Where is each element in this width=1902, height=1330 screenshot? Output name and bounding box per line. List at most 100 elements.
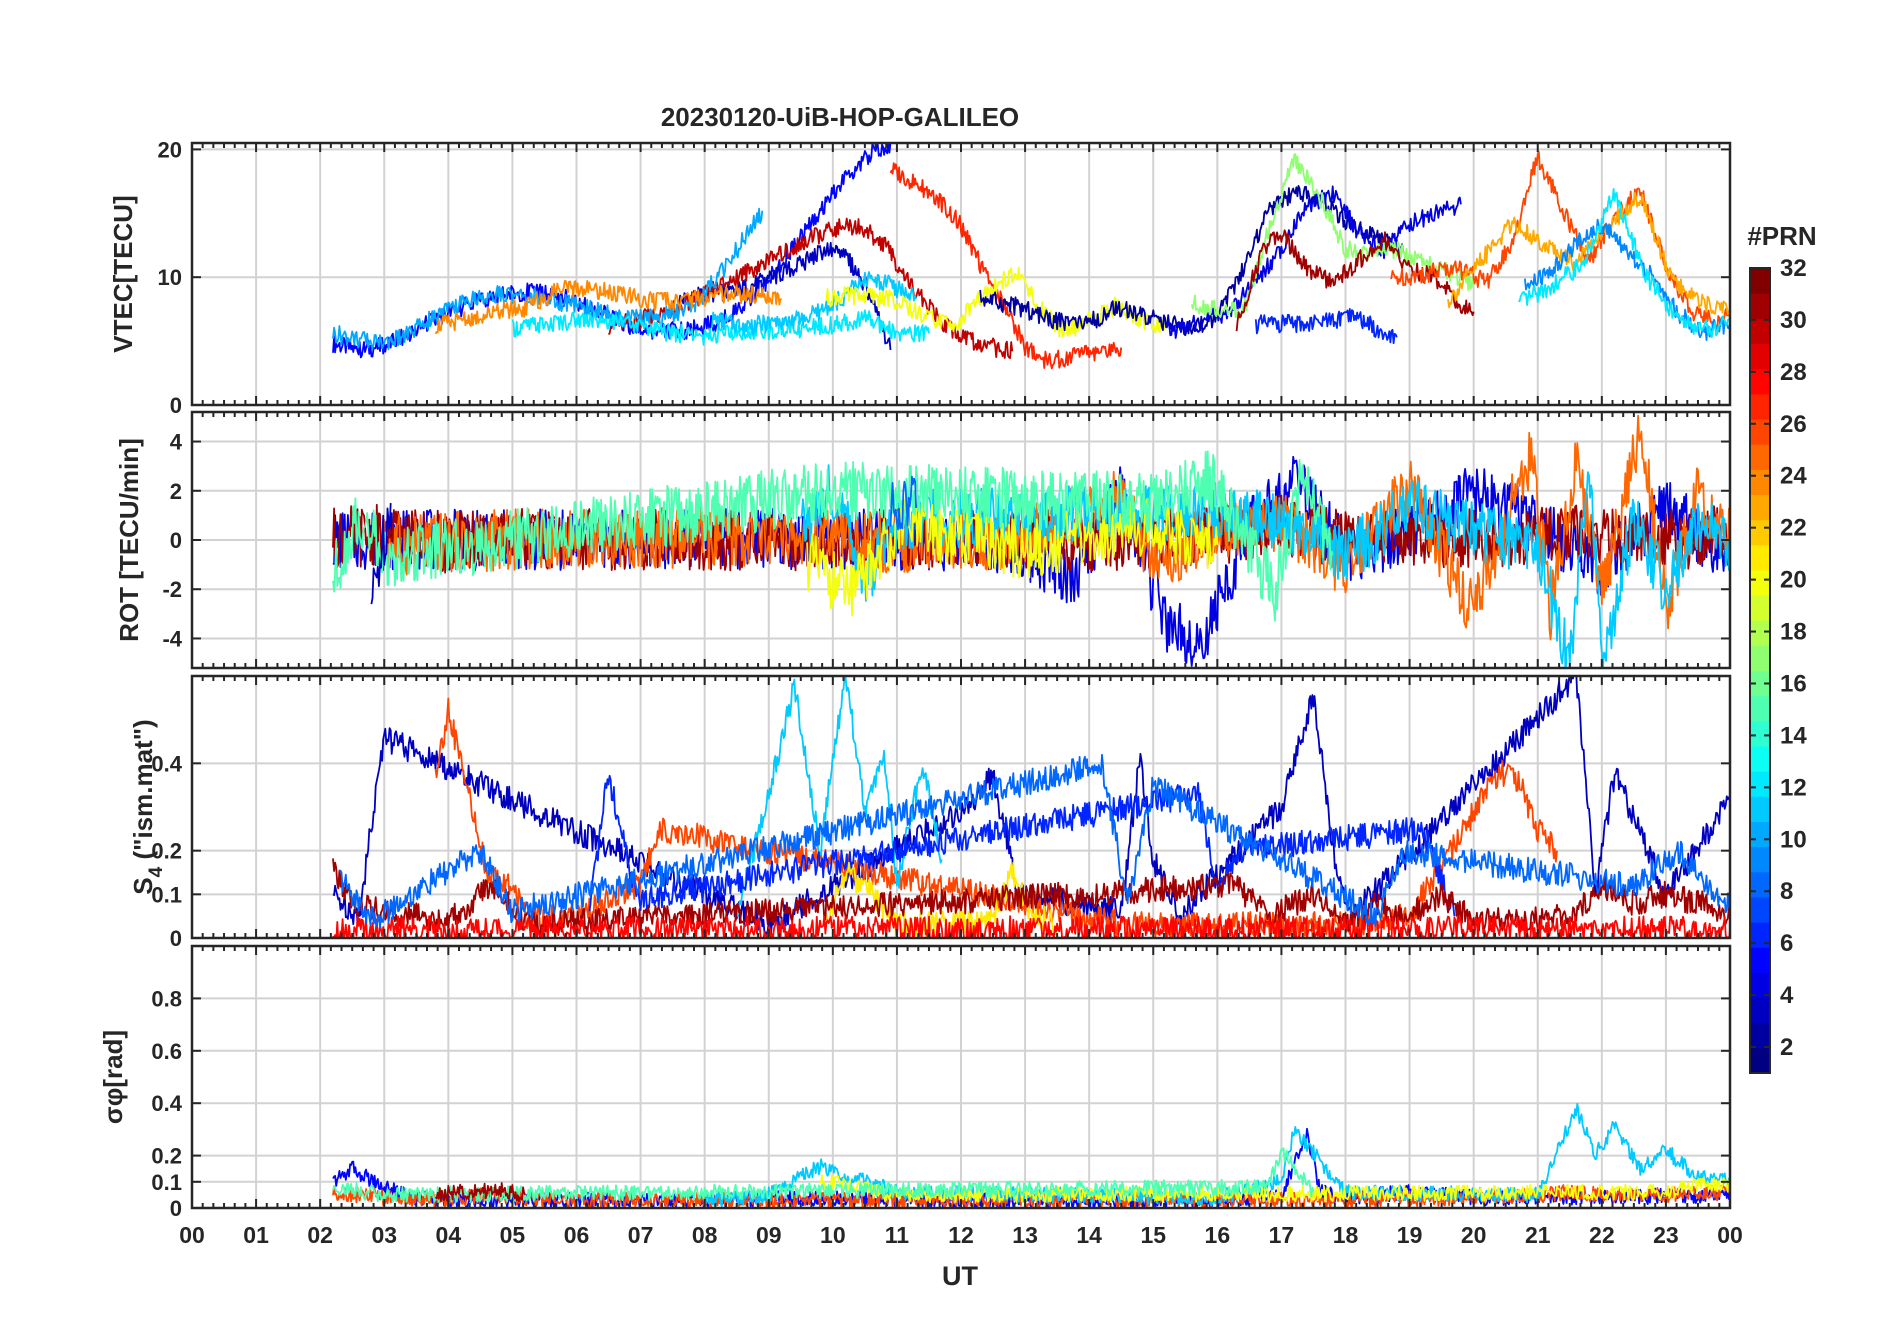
- y-tick-label: 2: [170, 479, 182, 504]
- x-tick-label: 01: [243, 1222, 269, 1248]
- colorbar-swatch: [1750, 972, 1770, 999]
- x-tick-label: 05: [500, 1222, 526, 1248]
- x-tick-label: 18: [1333, 1222, 1359, 1248]
- x-tick-label: 15: [1140, 1222, 1166, 1248]
- colorbar-swatch: [1750, 922, 1770, 948]
- y-tick-label: 0: [170, 393, 182, 418]
- colorbar-tick-label: 16: [1780, 670, 1807, 697]
- y-tick-label: 4: [170, 430, 183, 455]
- colorbar-swatch: [1750, 771, 1770, 797]
- colorbar-swatch: [1750, 368, 1770, 395]
- colorbar-swatch: [1750, 343, 1770, 370]
- colorbar-swatch: [1750, 418, 1770, 445]
- x-tick-label: 00: [179, 1222, 205, 1248]
- colorbar-tick-label: 26: [1780, 411, 1807, 438]
- series-line-prn-8: [889, 475, 917, 531]
- grid: [192, 946, 1730, 1208]
- colorbar-swatch: [1750, 393, 1770, 420]
- series-line-prn-31: [1235, 229, 1475, 332]
- colorbar-swatch: [1750, 846, 1770, 873]
- x-tick-label: 19: [1397, 1222, 1423, 1248]
- x-tick-label: 09: [756, 1222, 782, 1248]
- series-line-prn-31: [332, 858, 1730, 936]
- y-tick-label: -4: [162, 626, 182, 651]
- colorbar-swatch: [1750, 645, 1770, 672]
- series-line-prn-20: [806, 498, 1219, 617]
- series-line-prn-11: [735, 676, 943, 917]
- colorbar-swatch: [1750, 544, 1770, 571]
- series-line-prn-3: [332, 676, 1730, 938]
- colorbar-swatch: [1750, 469, 1770, 496]
- colorbar-swatch: [1750, 821, 1770, 848]
- colorbar-tick-label: 28: [1780, 359, 1807, 386]
- colorbar-swatch: [1750, 444, 1770, 470]
- series-line-prn-28: [332, 915, 1730, 938]
- y-tick-label: 0.1: [151, 1170, 182, 1195]
- y-axis-label: VTEC[TECU]: [108, 195, 138, 352]
- series-line-prn-6: [1254, 307, 1398, 345]
- panel-rot: -4 -2 0 2 4 ROT [TECU/min]: [114, 410, 1732, 670]
- series-line-prn-3: [370, 503, 392, 605]
- colorbar-tick-label: 30: [1780, 307, 1807, 334]
- y-axis-label: σφ[rad]: [98, 1030, 128, 1124]
- colorbar-tick-label: 32: [1780, 255, 1807, 282]
- colorbar-swatch: [1750, 720, 1770, 747]
- x-tick-label: 03: [371, 1222, 397, 1248]
- series-line-prn-23: [1447, 191, 1730, 316]
- y-axis-label-main: S: [128, 877, 158, 894]
- series-group: [332, 414, 1730, 668]
- y-tick-label: 10: [158, 265, 182, 290]
- ticks: [191, 143, 1731, 406]
- ticks: [191, 676, 1731, 939]
- series-group: [332, 143, 1730, 370]
- x-tick-label: 22: [1589, 1222, 1615, 1248]
- series-line-prn-12: [511, 309, 930, 346]
- colorbar-tick-label: 10: [1780, 826, 1807, 853]
- x-axis-label: UT: [942, 1261, 978, 1291]
- colorbar-swatch: [1750, 268, 1770, 294]
- x-tick-label: 07: [628, 1222, 654, 1248]
- x-tick-label: 00: [1717, 1222, 1743, 1248]
- y-axis-label-rest: ("ism.mat"): [128, 719, 158, 866]
- colorbar-swatch: [1750, 947, 1770, 973]
- colorbar-swatch: [1750, 997, 1770, 1024]
- series-line-prn-11: [710, 271, 917, 336]
- x-tick-label: 08: [692, 1222, 718, 1248]
- y-axis-label-sub: 4: [146, 866, 167, 877]
- x-tick-label: 17: [1269, 1222, 1295, 1248]
- y-tick-label: 20: [158, 137, 182, 162]
- colorbar-swatch: [1750, 670, 1770, 697]
- panel-vtec: 0 10 20 VTEC[TECU]: [108, 137, 1732, 418]
- x-tick-label: 02: [307, 1222, 333, 1248]
- x-tick-label: 23: [1653, 1222, 1679, 1248]
- panel-s4: 00.10.20.4S4 ("ism.mat"): [128, 674, 1732, 951]
- colorbar-swatch: [1750, 293, 1770, 319]
- colorbar-tick-label: 2: [1780, 1034, 1793, 1061]
- series-line-prn-6: [588, 774, 1456, 917]
- y-axis-label: ROT [TECU/min]: [114, 438, 144, 642]
- colorbar-swatch: [1750, 745, 1770, 772]
- y-tick-label: 0.4: [151, 1091, 182, 1116]
- colorbar-swatch: [1750, 620, 1770, 646]
- colorbar-swatch: [1750, 1047, 1770, 1074]
- colorbar-swatch: [1750, 595, 1770, 621]
- y-tick-label: 0.1: [151, 882, 182, 907]
- x-tick-label: 04: [436, 1222, 462, 1248]
- y-tick-label: 0.4: [151, 751, 182, 776]
- colorbar-tick-label: 6: [1780, 930, 1793, 957]
- colorbar-tick-label: 14: [1780, 722, 1807, 749]
- x-tick-label: 10: [820, 1222, 846, 1248]
- colorbar-swatch: [1750, 695, 1770, 722]
- figure-title: 20230120-UiB-HOP-GALILEO: [661, 102, 1019, 132]
- series-line-prn-27: [889, 162, 1123, 370]
- series-line-prn-15: [332, 450, 1334, 622]
- x-tick-label: 12: [948, 1222, 974, 1248]
- colorbar-swatch: [1750, 896, 1770, 923]
- x-tick-label: 13: [1012, 1222, 1038, 1248]
- colorbar-swatch: [1750, 494, 1770, 521]
- colorbar-swatch: [1750, 569, 1770, 596]
- colorbar-tick-label: 24: [1780, 463, 1807, 490]
- x-tick-label: 06: [564, 1222, 590, 1248]
